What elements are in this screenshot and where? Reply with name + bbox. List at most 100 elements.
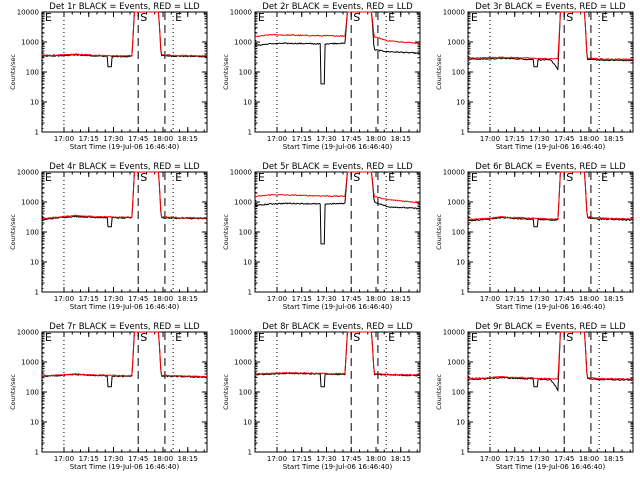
series-line-events — [467, 11, 634, 71]
x-tick-label: 17:30 — [316, 295, 336, 303]
y-axis-label: Counts/sec — [222, 54, 230, 90]
marker-label: E — [45, 11, 52, 24]
y-tick-label: 10000 — [17, 329, 39, 337]
y-tick-label: 1000 — [21, 39, 39, 47]
marker-label: E — [388, 11, 395, 24]
x-tick-label: 17:45 — [128, 455, 148, 463]
x-tick-label: 18:15 — [391, 135, 411, 143]
y-tick-label: 1000 — [21, 199, 39, 207]
series-line-lld — [467, 11, 633, 61]
chart-panel: Det 8r BLACK = Events, RED = LLD 1 10 100 10… — [222, 322, 421, 471]
y-axis-label: Counts/sec — [9, 214, 17, 250]
series-line-events — [254, 331, 421, 388]
x-tick-label: 17:45 — [554, 135, 574, 143]
x-tick-label: 18:00 — [579, 295, 599, 303]
x-tick-label: 17:45 — [128, 295, 148, 303]
x-tick-label: 17:15 — [505, 295, 525, 303]
marker-label: S — [140, 11, 147, 24]
marker-label: S — [353, 171, 360, 184]
chart-title: Det 1r BLACK = Events, RED = LLD — [49, 2, 200, 12]
x-axis-label: Start Time (19-Jul-06 16:46:40) — [283, 143, 393, 151]
plot-frame — [254, 171, 421, 293]
chart-title: Det 5r BLACK = Events, RED = LLD — [262, 162, 413, 172]
series-line-lld — [41, 11, 208, 57]
x-tick-label: 17:30 — [529, 135, 549, 143]
marker-label: E — [471, 331, 478, 344]
y-tick-label: 10000 — [17, 169, 39, 177]
x-tick-label: 17:30 — [103, 295, 123, 303]
y-tick-label: 10 — [456, 419, 465, 427]
y-tick-label: 100 — [26, 69, 39, 77]
x-tick-label: 18:15 — [178, 295, 198, 303]
series-line-lld — [254, 11, 421, 45]
y-tick-label: 10 — [30, 419, 39, 427]
plot-frame — [467, 11, 634, 133]
y-tick-label: 1 — [248, 449, 252, 457]
y-tick-label: 1 — [35, 129, 39, 137]
x-tick-label: 18:15 — [604, 135, 624, 143]
marker-label: S — [140, 171, 147, 184]
y-tick-label: 100 — [239, 229, 252, 237]
series-line-lld — [41, 171, 208, 220]
x-tick-label: 18:00 — [153, 455, 173, 463]
y-tick-label: 100 — [452, 389, 465, 397]
y-tick-label: 1 — [461, 289, 465, 297]
plot-frame — [467, 331, 634, 453]
y-tick-label: 1 — [461, 449, 465, 457]
x-axis-label: Start Time (19-Jul-06 16:46:40) — [70, 303, 180, 311]
marker-label: E — [471, 11, 478, 24]
y-axis-label: Counts/sec — [435, 54, 443, 90]
y-tick-label: 1 — [248, 289, 252, 297]
series-line-lld — [41, 331, 207, 378]
chart-title: Det 6r BLACK = Events, RED = LLD — [475, 162, 626, 172]
series-line-lld — [467, 171, 634, 221]
y-tick-label: 10000 — [443, 9, 465, 17]
y-axis-label: Counts/sec — [222, 374, 230, 410]
plot-frame — [254, 331, 421, 453]
plot-frame — [254, 11, 421, 133]
x-tick-label: 17:30 — [529, 295, 549, 303]
x-tick-label: 17:45 — [341, 455, 361, 463]
x-tick-label: 17:15 — [292, 135, 312, 143]
series-line-events — [41, 171, 208, 228]
series-line-events — [41, 331, 207, 388]
y-tick-label: 1000 — [234, 359, 252, 367]
x-tick-label: 17:00 — [54, 455, 74, 463]
chart-panel: Det 9r BLACK = Events, RED = LLD 1 10 100 10… — [435, 322, 634, 471]
x-tick-label: 18:15 — [178, 455, 198, 463]
x-tick-label: 18:00 — [579, 455, 599, 463]
y-tick-label: 10000 — [443, 329, 465, 337]
y-tick-label: 1000 — [447, 39, 465, 47]
chart-panel: Det 7r BLACK = Events, RED = LLD 1 10 100 10… — [9, 322, 208, 471]
chart-title: Det 8r BLACK = Events, RED = LLD — [262, 322, 413, 332]
marker-label: E — [388, 171, 395, 184]
x-tick-label: 17:00 — [480, 135, 500, 143]
x-tick-label: 17:00 — [267, 135, 287, 143]
x-tick-label: 18:15 — [391, 455, 411, 463]
chart-panel: Det 6r BLACK = Events, RED = LLD 1 10 100 10… — [435, 162, 634, 311]
marker-label: S — [566, 11, 573, 24]
chart-title: Det 7r BLACK = Events, RED = LLD — [49, 322, 200, 332]
x-tick-label: 17:15 — [505, 135, 525, 143]
y-tick-label: 1000 — [447, 359, 465, 367]
y-tick-label: 10 — [456, 99, 465, 107]
y-tick-label: 1 — [35, 449, 39, 457]
plot-frame — [41, 11, 208, 133]
y-tick-label: 10 — [243, 259, 252, 267]
x-tick-label: 17:00 — [480, 455, 500, 463]
marker-label: E — [175, 331, 182, 344]
y-tick-label: 1000 — [21, 359, 39, 367]
marker-label: E — [45, 331, 52, 344]
x-tick-label: 18:15 — [178, 135, 198, 143]
y-axis-label: Counts/sec — [9, 54, 17, 90]
x-tick-label: 17:00 — [480, 295, 500, 303]
marker-label: E — [388, 331, 395, 344]
marker-label: E — [601, 331, 608, 344]
y-tick-label: 100 — [452, 229, 465, 237]
y-tick-label: 1 — [461, 129, 465, 137]
x-tick-label: 17:00 — [267, 455, 287, 463]
y-axis-label: Counts/sec — [222, 214, 230, 250]
marker-label: E — [601, 11, 608, 24]
y-tick-label: 10000 — [230, 329, 252, 337]
y-tick-label: 10000 — [230, 9, 252, 17]
